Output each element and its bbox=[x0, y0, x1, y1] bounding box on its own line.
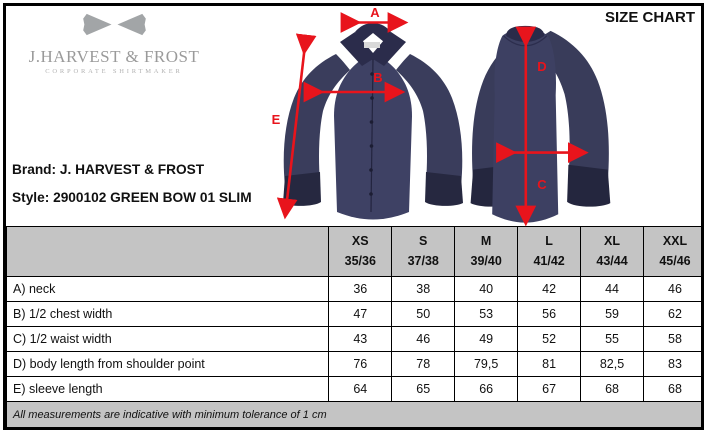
svg-text:A: A bbox=[370, 6, 380, 20]
svg-text:E: E bbox=[272, 112, 281, 127]
svg-text:D: D bbox=[537, 59, 546, 74]
svg-text:B: B bbox=[373, 70, 382, 85]
svg-text:C: C bbox=[537, 177, 547, 192]
